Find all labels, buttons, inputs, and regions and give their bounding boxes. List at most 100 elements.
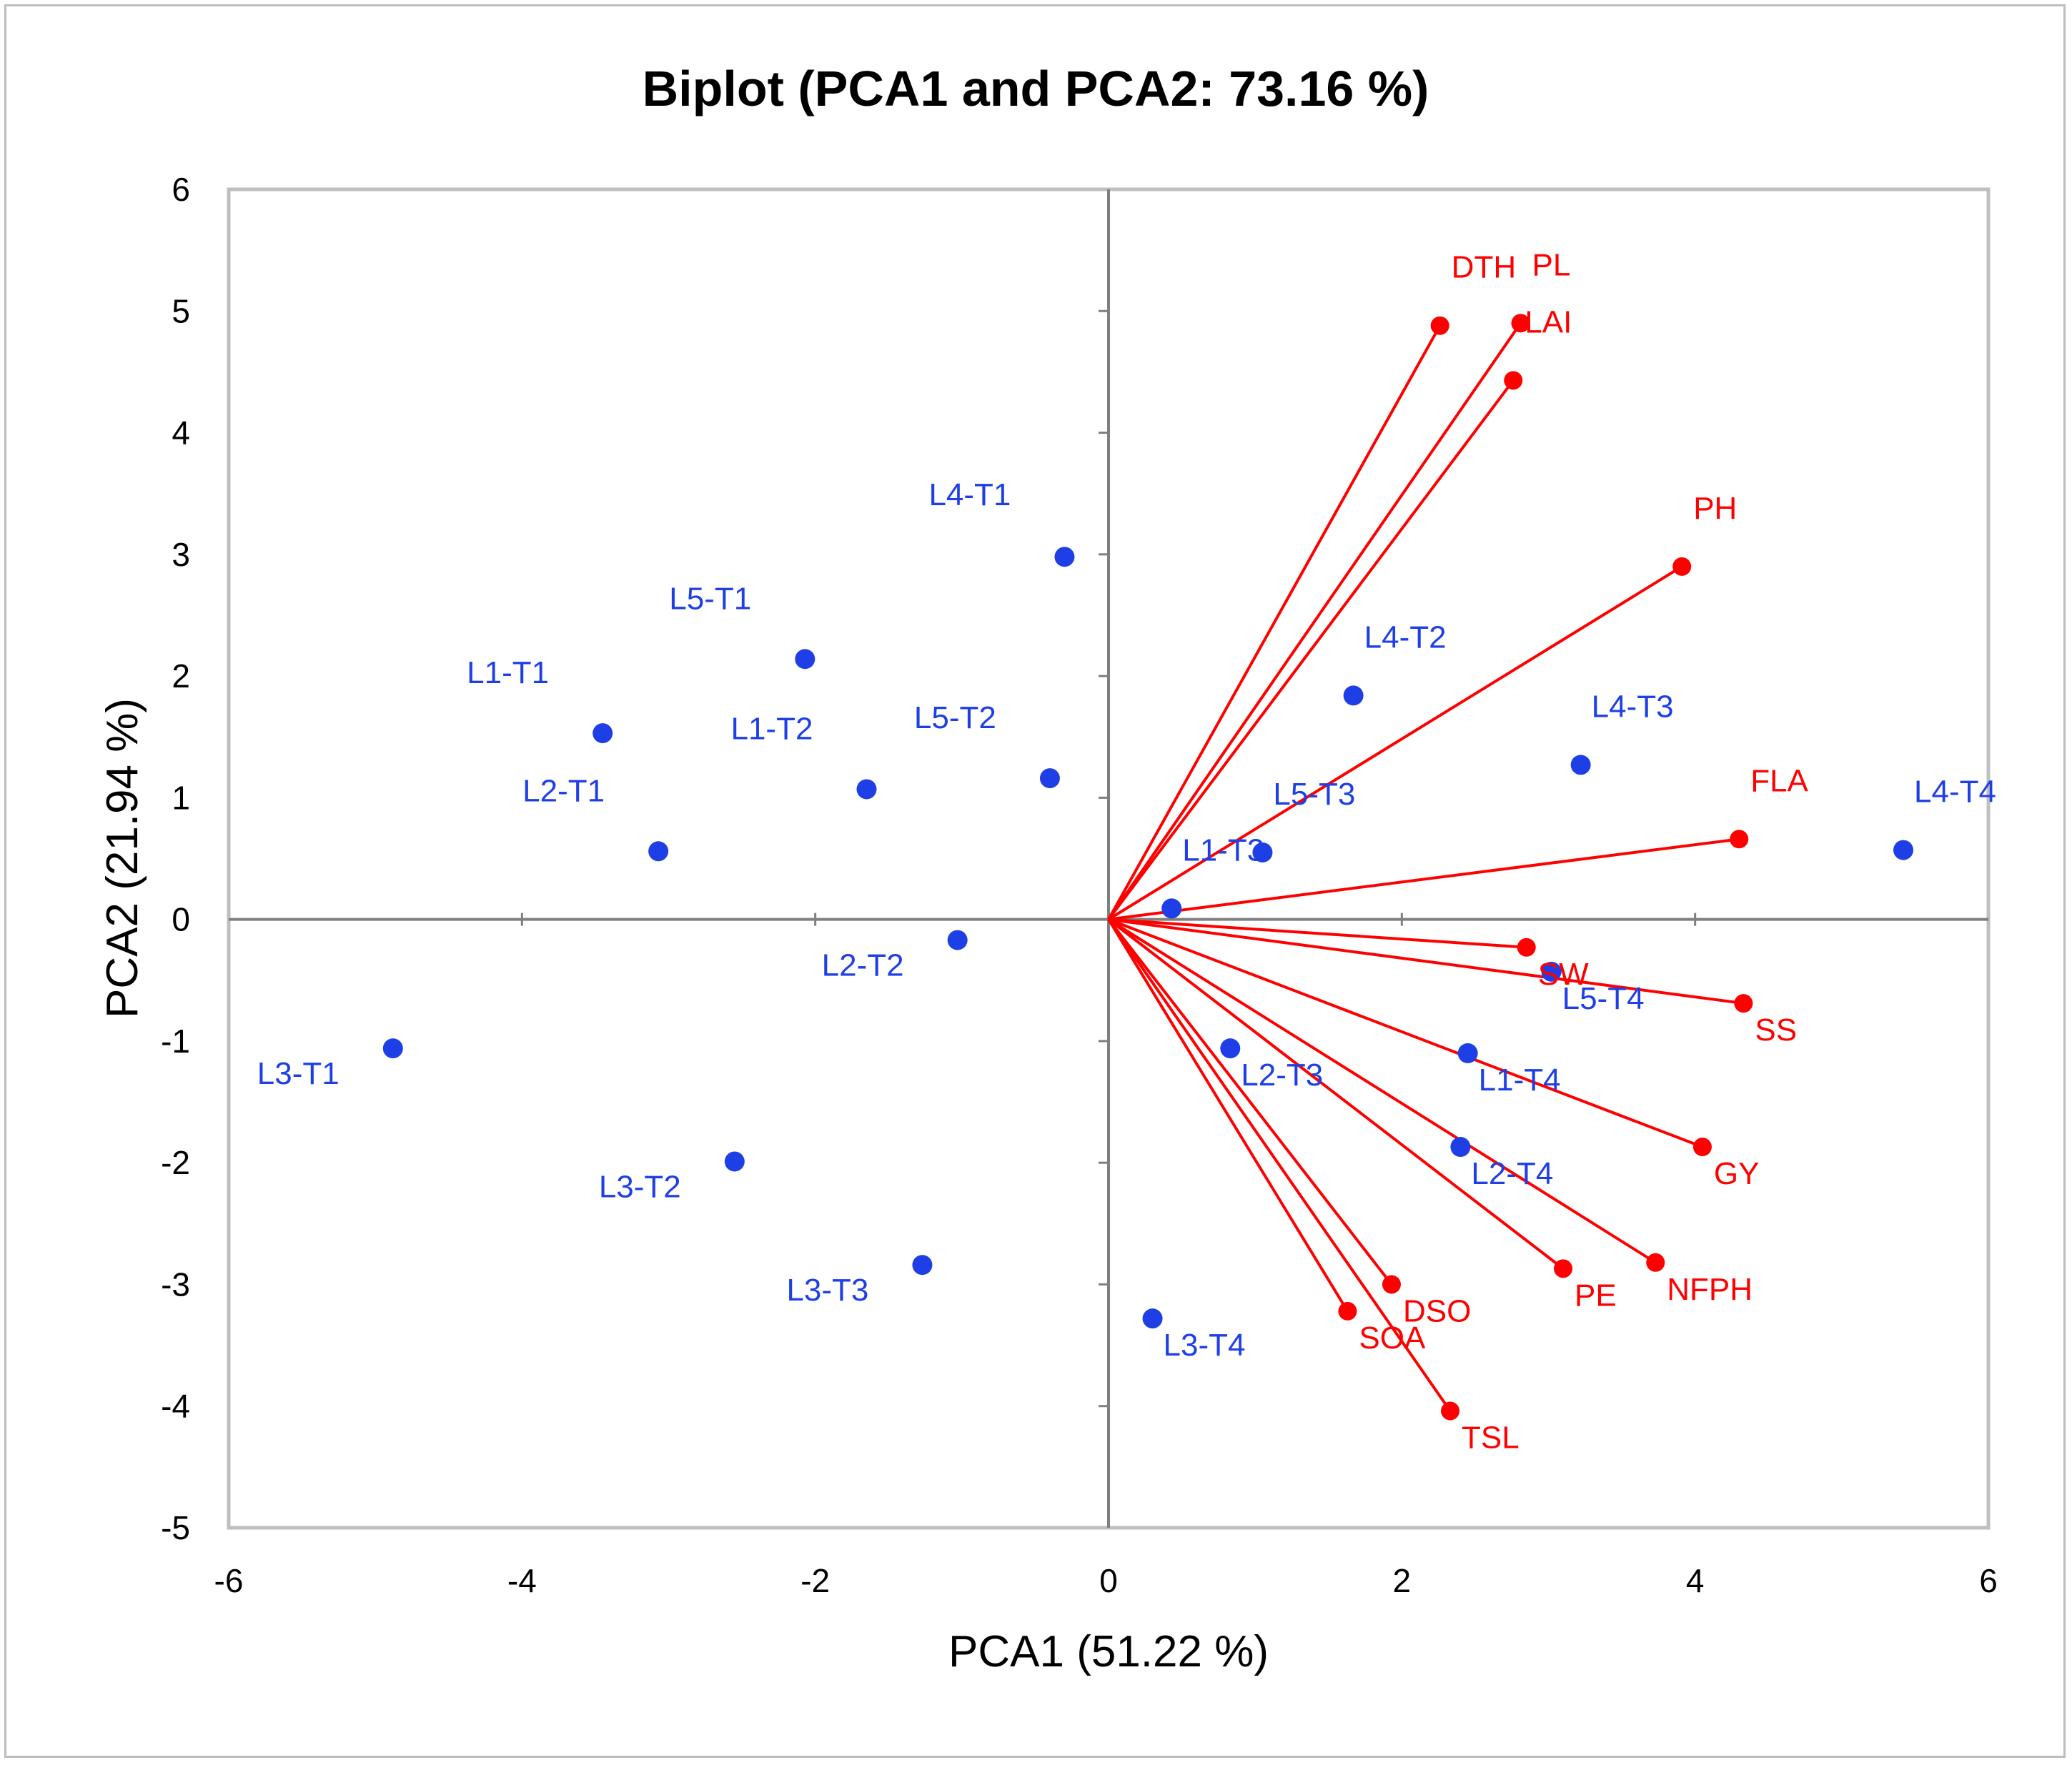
variable-label: LAI xyxy=(1525,304,1572,339)
variable-label: SOA xyxy=(1359,1321,1426,1356)
variable-point xyxy=(1382,1275,1401,1294)
observation-label: L2-T3 xyxy=(1241,1058,1323,1093)
y-tick-label: 4 xyxy=(172,414,190,452)
observation-label: L5-T2 xyxy=(914,700,996,735)
variable-point xyxy=(1734,994,1753,1013)
variable-point xyxy=(1441,1401,1460,1421)
variable-vector xyxy=(1107,322,1522,920)
variable-label: FLA xyxy=(1750,763,1808,798)
variable-vector xyxy=(1107,918,1452,1412)
variable-point xyxy=(1554,1259,1573,1278)
x-tick-label: 4 xyxy=(1686,1562,1705,1599)
observation-label: L2-T4 xyxy=(1471,1156,1553,1191)
variable-vector xyxy=(1108,918,1744,1005)
variable-vector xyxy=(1107,918,1349,1312)
variable-vector xyxy=(1107,379,1515,920)
observation-label: L4-T4 xyxy=(1914,775,1996,810)
variable-vector xyxy=(1107,324,1442,920)
y-tick-label: -5 xyxy=(161,1509,190,1546)
observation-points xyxy=(382,547,1914,1329)
observation-point xyxy=(1054,547,1075,567)
observation-label: L1-T2 xyxy=(730,711,813,746)
x-tick-label: -4 xyxy=(507,1562,537,1599)
y-tick-label: -4 xyxy=(161,1388,190,1425)
observation-point xyxy=(382,1038,403,1059)
variable-label: TSL xyxy=(1462,1421,1520,1456)
y-tick-label: 1 xyxy=(172,779,190,816)
ticks-layer: -6 -4 -2 0 2 4 6 -5 -4 -3 -2 -1 0 1 2 3 4 5 6 xyxy=(161,171,1998,1599)
y-tick-label: -1 xyxy=(161,1023,190,1060)
y-tick-label: 3 xyxy=(172,536,190,573)
observation-point xyxy=(1450,1137,1471,1158)
observation-label: L3-T1 xyxy=(257,1056,339,1091)
observation-label: L4-T1 xyxy=(928,477,1011,512)
variable-point xyxy=(1692,1138,1712,1157)
observation-point xyxy=(1541,961,1562,982)
variable-vector xyxy=(1107,918,1393,1286)
x-tick-label: -2 xyxy=(800,1562,830,1599)
observation-label: L2-T2 xyxy=(822,948,904,983)
variable-label: DSO xyxy=(1403,1293,1471,1328)
variable-point xyxy=(1517,938,1536,957)
variable-label: SW xyxy=(1538,957,1589,992)
variable-point xyxy=(1646,1253,1665,1272)
observation-point xyxy=(947,930,968,950)
variable-point xyxy=(1511,314,1530,333)
variable-label: DTH xyxy=(1452,250,1516,285)
observation-point xyxy=(1142,1308,1163,1329)
chart-title: Biplot (PCA1 and PCA2: 73.16 %) xyxy=(643,61,1429,116)
observation-point xyxy=(912,1255,933,1276)
observation-label: L5-T4 xyxy=(1562,981,1645,1016)
variable-label: NFPH xyxy=(1667,1272,1753,1307)
observation-label: L3-T2 xyxy=(599,1169,681,1204)
observation-point xyxy=(593,723,613,744)
observation-point xyxy=(1893,840,1914,860)
observation-label: L5-T3 xyxy=(1273,777,1355,812)
y-tick-label: 5 xyxy=(172,292,190,329)
observation-point xyxy=(795,649,816,670)
variable-label: SS xyxy=(1755,1013,1797,1048)
observation-point xyxy=(856,779,877,800)
variable-vector xyxy=(1107,918,1565,1270)
variable-vector xyxy=(1108,918,1703,1148)
y-tick-label: 6 xyxy=(172,171,190,208)
variable-vector xyxy=(1108,837,1740,921)
x-tick-label: 2 xyxy=(1393,1562,1412,1599)
variable-vector xyxy=(1107,565,1683,921)
variable-point xyxy=(1430,316,1449,335)
variable-point xyxy=(1504,371,1523,390)
variable-vectors xyxy=(1107,314,1753,1421)
observation-point xyxy=(724,1151,745,1172)
observation-label: L3-T3 xyxy=(786,1273,868,1308)
y-tick-label: 0 xyxy=(172,901,190,938)
variable-label: PE xyxy=(1575,1278,1617,1313)
y-tick-label: 2 xyxy=(172,657,190,695)
x-tick-label: -6 xyxy=(214,1562,244,1599)
chart-frame xyxy=(4,4,2066,1758)
observation-point xyxy=(1570,755,1591,775)
variable-label: PL xyxy=(1532,247,1571,282)
observation-point xyxy=(1343,685,1364,706)
observation-point xyxy=(1220,1038,1241,1059)
variable-point xyxy=(1672,557,1692,576)
observation-label: L4-T2 xyxy=(1364,620,1447,655)
y-axis-title: PCA2 (21.94 %) xyxy=(98,698,147,1018)
x-tick-label: 0 xyxy=(1099,1562,1118,1599)
x-axis-title: PCA1 (51.22 %) xyxy=(948,1627,1269,1676)
variable-vector xyxy=(1107,918,1657,1264)
observation-point xyxy=(1457,1043,1478,1063)
variable-point xyxy=(1338,1301,1357,1321)
observation-label: L5-T1 xyxy=(669,581,751,616)
observation-point xyxy=(1161,898,1182,919)
observation-label: L3-T4 xyxy=(1164,1328,1246,1363)
y-tick-label: -2 xyxy=(161,1144,190,1181)
x-tick-label: 6 xyxy=(1979,1562,1998,1599)
observation-label: L1-T3 xyxy=(1182,832,1264,867)
y-tick-label: -3 xyxy=(161,1266,190,1303)
observation-label: L2-T1 xyxy=(522,773,605,808)
observation-label: L4-T3 xyxy=(1592,689,1674,724)
observation-point xyxy=(648,841,669,862)
observation-point xyxy=(1039,768,1060,789)
